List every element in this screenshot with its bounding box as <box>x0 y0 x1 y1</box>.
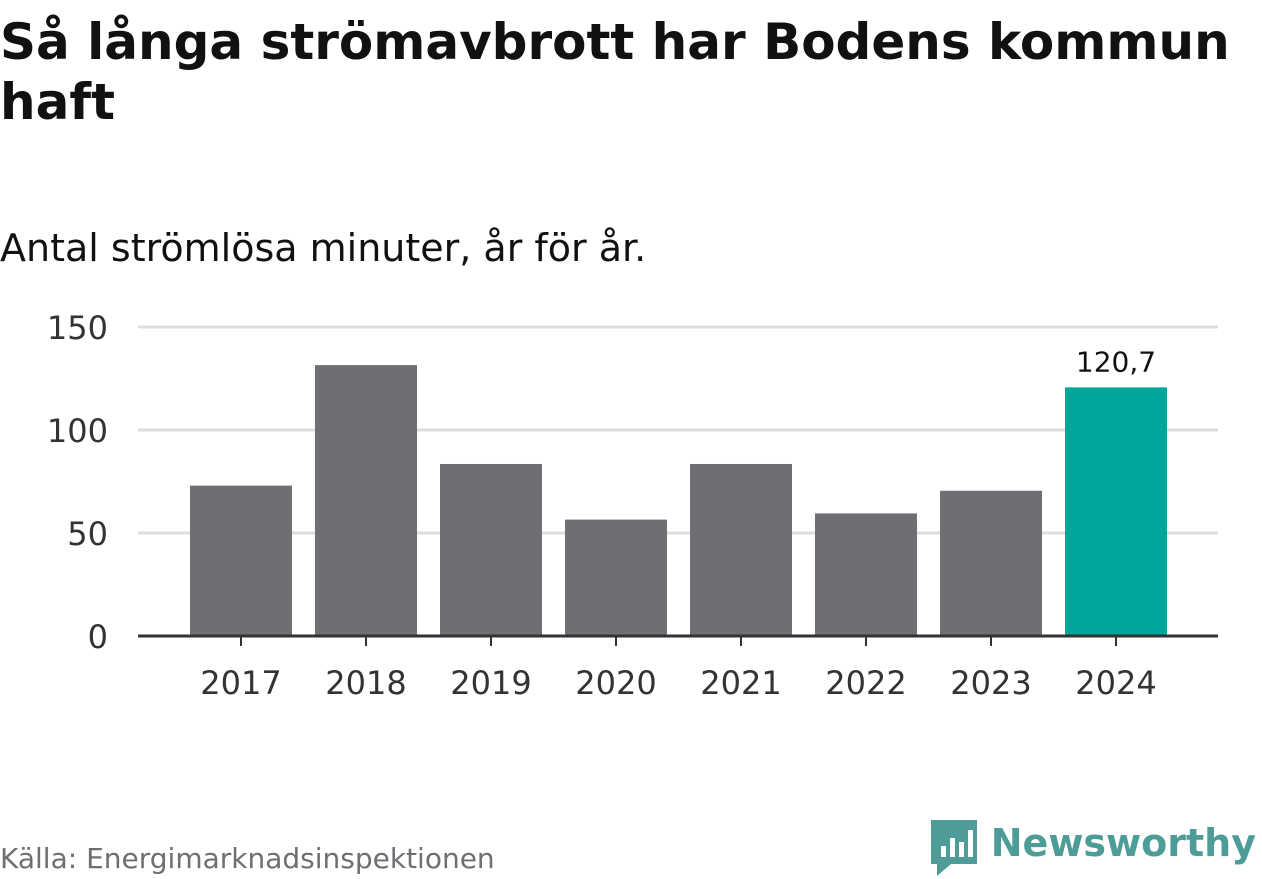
x-tick-label: 2023 <box>950 664 1031 702</box>
bar <box>315 365 417 636</box>
bar <box>690 463 792 636</box>
bar <box>190 485 292 636</box>
brand-name: Newsworthy <box>990 821 1256 865</box>
source-note: Källa: Energimarknadsinspektionen <box>0 842 495 875</box>
x-tick-label: 2020 <box>575 664 656 702</box>
bar <box>565 519 667 636</box>
x-tick-label: 2022 <box>825 664 906 702</box>
x-tick-label: 2021 <box>700 664 781 702</box>
chart-title: Så långa strömavbrott har Bodens kommun … <box>0 13 1230 131</box>
highlight-bar <box>1065 387 1167 636</box>
y-tick-label: 100 <box>47 412 108 450</box>
bar <box>940 490 1042 636</box>
x-tick-label: 2018 <box>325 664 406 702</box>
bar <box>815 513 917 636</box>
y-tick-label: 150 <box>47 309 108 347</box>
x-tick-label: 2019 <box>450 664 531 702</box>
y-tick-label: 50 <box>67 515 108 553</box>
chart-subtitle: Antal strömlösa minuter, år för år. <box>0 226 647 270</box>
x-tick-label: 2024 <box>1075 664 1156 702</box>
data-label: 120,7 <box>1076 345 1156 378</box>
newsworthy-brand: Newsworthy <box>929 818 1256 876</box>
newsworthy-logo-icon <box>930 820 977 876</box>
bar <box>440 463 542 636</box>
x-tick-label: 2017 <box>200 664 281 702</box>
y-tick-label: 0 <box>88 618 108 656</box>
